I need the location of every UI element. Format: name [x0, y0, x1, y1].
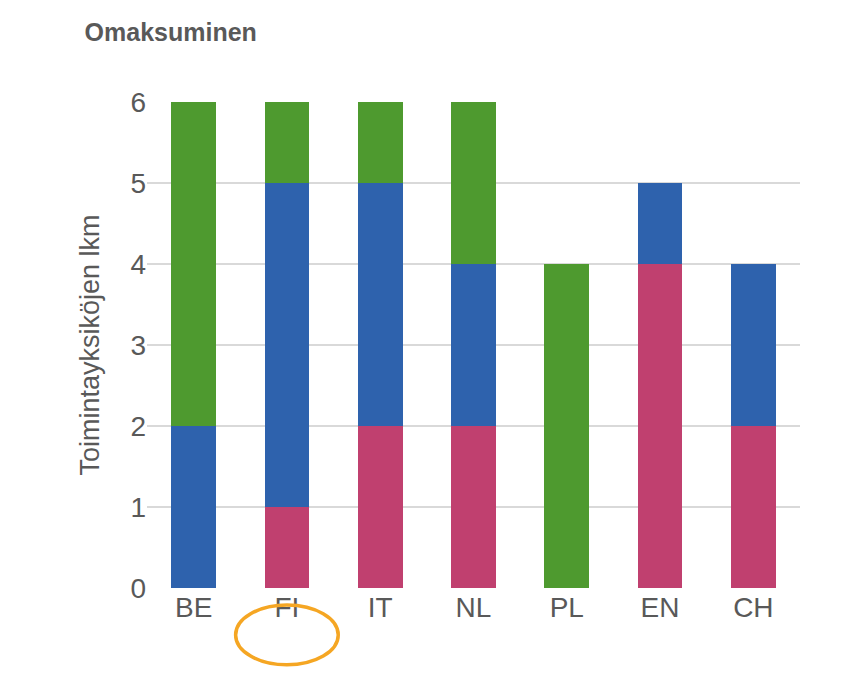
svg-text:CH: CH — [733, 592, 773, 623]
svg-text:1: 1 — [130, 492, 146, 523]
svg-text:EN: EN — [641, 592, 680, 623]
svg-text:6: 6 — [130, 87, 146, 118]
svg-text:IT: IT — [368, 592, 393, 623]
svg-text:4: 4 — [130, 249, 146, 280]
svg-text:2: 2 — [130, 411, 146, 442]
svg-text:5: 5 — [130, 168, 146, 199]
svg-text:BE: BE — [175, 592, 212, 623]
svg-text:0: 0 — [130, 573, 146, 604]
svg-text:3: 3 — [130, 330, 146, 361]
svg-text:Omaksuminen: Omaksuminen — [85, 18, 257, 46]
svg-text:Toimintayksiköjen lkm: Toimintayksiköjen lkm — [75, 214, 105, 475]
svg-text:FI: FI — [274, 592, 299, 623]
svg-text:NL: NL — [456, 592, 492, 623]
svg-text:PL: PL — [550, 592, 584, 623]
